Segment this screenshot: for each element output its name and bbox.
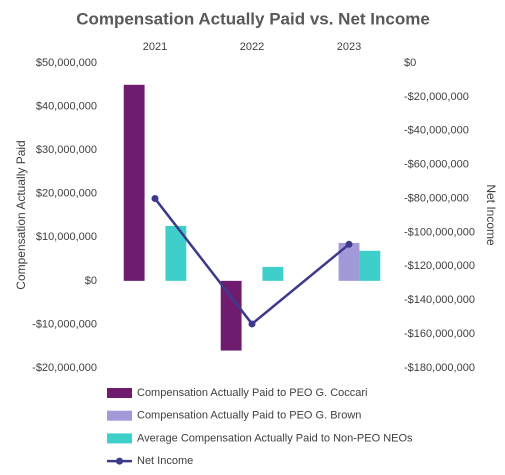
y-tick-label: $30,000,000 <box>36 144 97 156</box>
legend-label: Average Compensation Actually Paid to No… <box>137 432 413 444</box>
line-marker <box>151 195 159 203</box>
x-tick-label: 2022 <box>240 41 264 53</box>
y-tick-label: $10,000,000 <box>36 231 97 243</box>
line-marker <box>248 320 256 328</box>
y-tick-label: -$20,000,000 <box>32 362 97 374</box>
bar <box>338 242 360 281</box>
legend-label: Net Income <box>137 455 193 467</box>
legend-label: Compensation Actually Paid to PEO G. Bro… <box>137 410 361 422</box>
y2-tick-label: -$180,000,000 <box>404 362 475 374</box>
y-tick-label: -$10,000,000 <box>32 318 97 330</box>
y2-tick-label: -$140,000,000 <box>404 294 475 306</box>
y-tick-label: $20,000,000 <box>36 188 97 200</box>
line-marker <box>345 240 353 248</box>
legend-swatch <box>107 433 132 444</box>
bar <box>359 250 381 281</box>
legend-swatch <box>107 388 132 398</box>
chart-title: Compensation Actually Paid vs. Net Incom… <box>76 9 430 28</box>
y2-tick-label: -$100,000,000 <box>404 226 475 238</box>
bar <box>262 266 284 281</box>
y2-tick-label: -$40,000,000 <box>404 125 469 137</box>
legend-swatch <box>107 410 132 421</box>
y-tick-label: $50,000,000 <box>36 57 97 69</box>
x-tick-label: 2023 <box>337 41 361 53</box>
y2-tick-label: -$160,000,000 <box>404 328 475 340</box>
x-tick-label: 2021 <box>143 41 167 53</box>
bar <box>165 225 187 281</box>
y-axis-title: Compensation Actually Paid <box>14 140 28 289</box>
y-tick-label: $0 <box>85 275 97 287</box>
y2-tick-label: -$60,000,000 <box>404 159 469 171</box>
legend-swatch <box>116 457 123 465</box>
y2-tick-label: -$20,000,000 <box>404 91 469 103</box>
y2-tick-label: $0 <box>404 57 416 69</box>
bar <box>220 280 242 351</box>
legend-label: Compensation Actually Paid to PEO G. Coc… <box>137 387 368 399</box>
y-tick-label: $40,000,000 <box>36 100 97 112</box>
y2-tick-label: -$80,000,000 <box>404 192 469 204</box>
y2-axis-title: Net Income <box>484 184 498 246</box>
y2-tick-label: -$120,000,000 <box>404 260 475 272</box>
bar <box>123 84 145 281</box>
